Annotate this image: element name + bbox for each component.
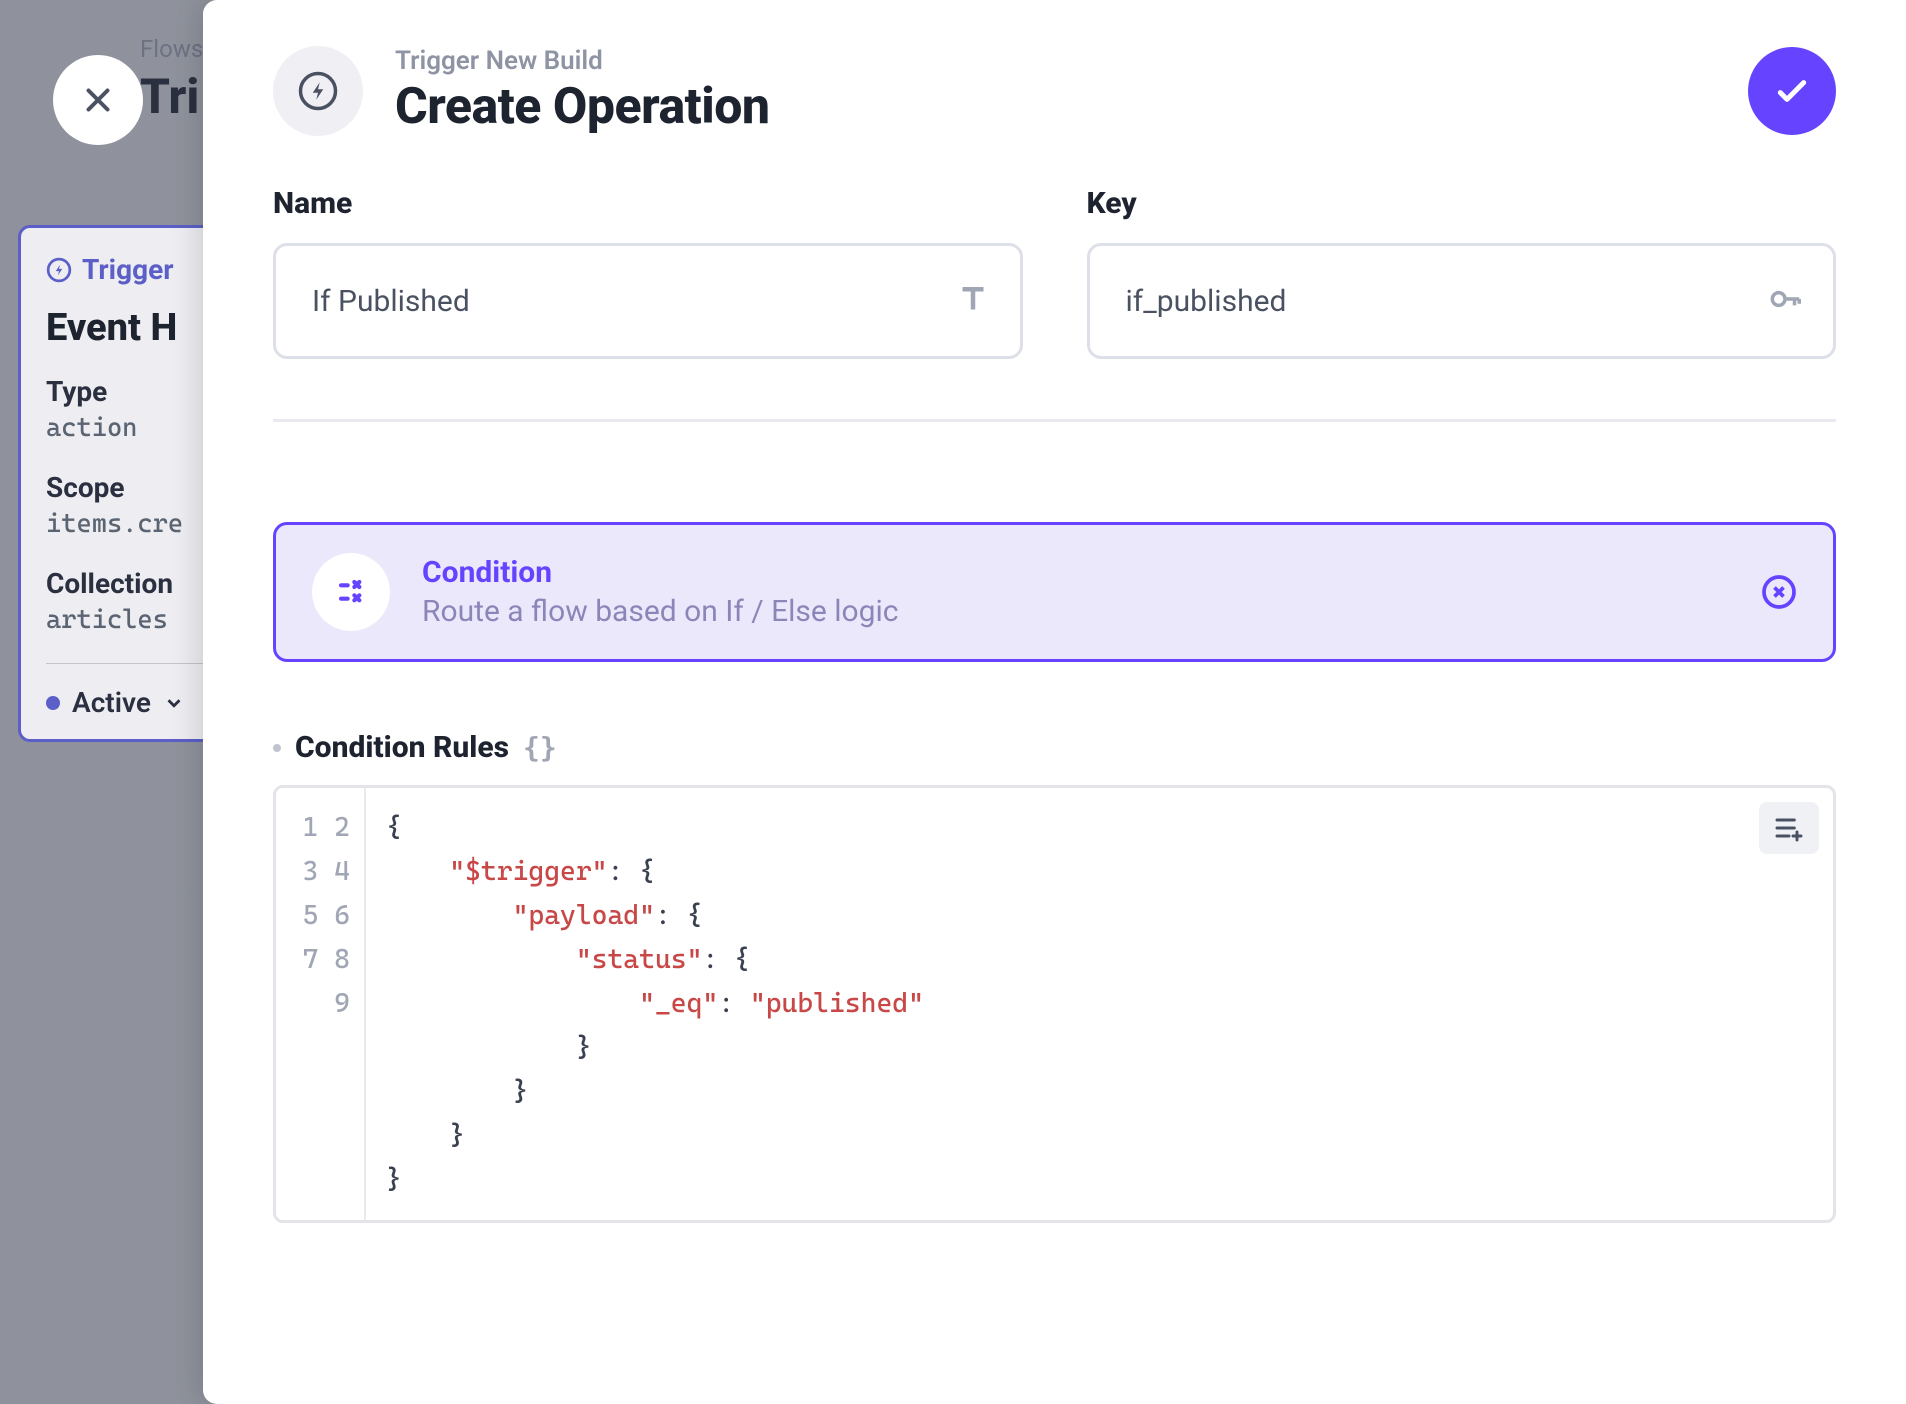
bolt-circle-icon — [297, 70, 339, 112]
remove-operation-button[interactable] — [1761, 574, 1797, 610]
confirm-button[interactable] — [1748, 47, 1836, 135]
name-label: Name — [273, 186, 1023, 221]
drawer-header: Trigger New Build Create Operation — [203, 0, 1906, 186]
name-input[interactable] — [273, 243, 1023, 359]
code-editor[interactable]: 1 2 3 4 5 6 7 8 9 { "$trigger": { "paylo… — [273, 785, 1836, 1223]
braces-icon: {} — [523, 731, 557, 764]
code-lines[interactable]: { "$trigger": { "payload": { "status": {… — [366, 788, 1833, 1220]
operation-title: Condition — [422, 555, 1729, 590]
divider — [273, 419, 1836, 422]
create-operation-drawer: Trigger New Build Create Operation Name — [203, 0, 1906, 1404]
line-numbers: 1 2 3 4 5 6 7 8 9 — [276, 788, 366, 1220]
rules-header: Condition Rules {} — [273, 730, 1836, 765]
close-icon — [79, 81, 117, 119]
code-content: 1 2 3 4 5 6 7 8 9 { "$trigger": { "paylo… — [276, 788, 1833, 1220]
check-icon — [1772, 71, 1812, 111]
playlist-add-icon — [1773, 812, 1805, 844]
operation-description: Route a flow based on If / Else logic — [422, 594, 1729, 629]
code-toolbar-button[interactable] — [1759, 802, 1819, 854]
key-icon[interactable] — [1766, 280, 1804, 322]
operation-icon-circle — [312, 553, 390, 631]
form-row-name-key: Name Key — [273, 186, 1836, 359]
page-title: Create Operation — [395, 78, 1748, 136]
bg-status-label: Active — [72, 686, 151, 719]
trigger-card-header-label: Trigger — [82, 253, 173, 286]
status-dot-icon — [46, 696, 60, 710]
required-dot-icon — [273, 744, 281, 752]
chevron-down-icon — [163, 692, 185, 714]
key-field: Key — [1087, 186, 1837, 359]
header-text: Trigger New Build Create Operation — [395, 46, 1748, 136]
bolt-icon — [46, 257, 72, 283]
name-field: Name — [273, 186, 1023, 359]
rules-title: Condition Rules — [295, 730, 509, 765]
remove-circle-icon — [1761, 574, 1797, 610]
form-body: Name Key — [203, 186, 1906, 1223]
operation-text: Condition Route a flow based on If / Els… — [422, 555, 1729, 629]
close-button[interactable] — [53, 55, 143, 145]
key-label: Key — [1087, 186, 1837, 221]
key-input[interactable] — [1087, 243, 1837, 359]
operation-type-card: Condition Route a flow based on If / Els… — [273, 522, 1836, 662]
header-icon-circle — [273, 46, 363, 136]
condition-icon — [331, 572, 371, 612]
text-format-icon[interactable] — [955, 281, 991, 321]
header-breadcrumb: Trigger New Build — [395, 46, 1748, 76]
